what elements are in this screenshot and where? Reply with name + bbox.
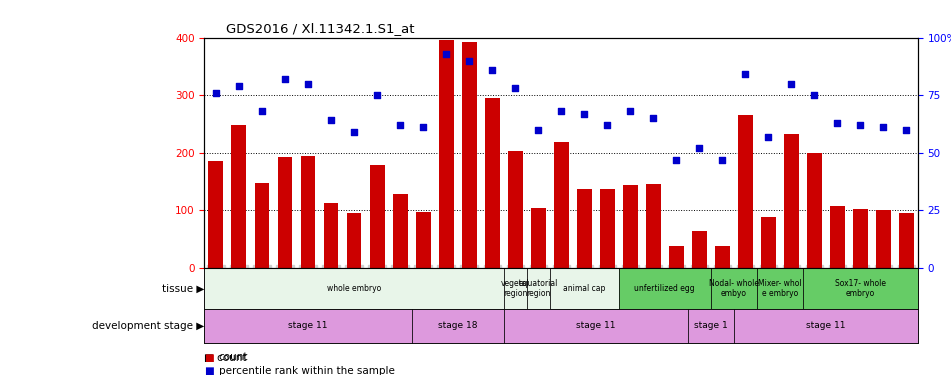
Bar: [301, 156, 316, 268]
Text: ■ count: ■ count: [204, 352, 247, 363]
Bar: [278, 158, 293, 268]
Bar: [688, 309, 733, 343]
Point: [623, 108, 638, 114]
Point: [599, 122, 614, 128]
Text: count: count: [219, 352, 248, 363]
Bar: [208, 161, 223, 268]
Bar: [853, 209, 867, 268]
Text: animal cap: animal cap: [563, 284, 605, 293]
Bar: [412, 309, 504, 343]
Bar: [618, 268, 710, 309]
Bar: [761, 217, 776, 268]
Point: [323, 117, 339, 123]
Text: equatorial
region: equatorial region: [518, 279, 558, 298]
Bar: [370, 165, 384, 268]
Point: [714, 157, 729, 163]
Point: [853, 122, 868, 128]
Bar: [416, 212, 431, 268]
Bar: [733, 309, 918, 343]
Point: [899, 127, 914, 133]
Text: tissue ▶: tissue ▶: [162, 284, 204, 294]
Bar: [553, 142, 569, 268]
Point: [876, 124, 891, 130]
Text: Sox17- whole
embryо: Sox17- whole embryо: [835, 279, 885, 298]
Bar: [508, 151, 522, 268]
Point: [669, 157, 684, 163]
Point: [784, 81, 799, 87]
Text: Nodal- whole
embyo: Nodal- whole embyo: [708, 279, 759, 298]
Bar: [531, 207, 546, 268]
Point: [416, 124, 431, 130]
Point: [208, 90, 223, 96]
Bar: [231, 125, 246, 268]
Point: [508, 85, 523, 91]
Text: GDS2016 / Xl.11342.1.S1_at: GDS2016 / Xl.11342.1.S1_at: [226, 22, 415, 35]
Bar: [806, 153, 822, 268]
Point: [393, 122, 408, 128]
Bar: [576, 189, 592, 268]
Point: [761, 134, 776, 140]
Bar: [738, 115, 752, 268]
Point: [301, 81, 316, 87]
Bar: [504, 309, 688, 343]
Point: [646, 115, 661, 121]
Bar: [550, 268, 618, 309]
Bar: [438, 40, 454, 268]
Bar: [646, 184, 661, 268]
Bar: [461, 42, 476, 268]
Bar: [485, 98, 499, 268]
Text: stage 18: stage 18: [437, 321, 477, 330]
Text: development stage ▶: development stage ▶: [92, 321, 204, 331]
Bar: [255, 183, 269, 268]
Point: [231, 83, 246, 89]
Bar: [393, 194, 408, 268]
Text: Mixer- whol
e embryo: Mixer- whol e embryo: [758, 279, 802, 298]
Bar: [691, 231, 707, 268]
Point: [346, 129, 361, 135]
Bar: [323, 204, 339, 268]
Bar: [669, 246, 684, 268]
Bar: [714, 246, 729, 268]
Point: [576, 111, 592, 117]
Bar: [600, 189, 614, 268]
Bar: [504, 268, 527, 309]
Bar: [803, 268, 918, 309]
Bar: [204, 309, 412, 343]
Point: [438, 51, 454, 57]
Point: [553, 108, 569, 114]
Text: vegetal
region: vegetal region: [500, 279, 530, 298]
Text: unfertilized egg: unfertilized egg: [634, 284, 695, 293]
Bar: [710, 268, 757, 309]
Bar: [757, 268, 803, 309]
Point: [369, 92, 384, 98]
Text: whole embryo: whole embryo: [327, 284, 381, 293]
Bar: [527, 268, 550, 309]
Point: [829, 120, 844, 126]
Point: [806, 92, 822, 98]
Bar: [829, 206, 844, 268]
Point: [691, 145, 707, 151]
Text: stage 11: stage 11: [576, 321, 615, 330]
Text: ■: ■: [204, 352, 214, 363]
Bar: [346, 213, 361, 268]
Bar: [204, 268, 504, 309]
Point: [484, 67, 499, 73]
Text: stage 1: stage 1: [694, 321, 728, 330]
Bar: [623, 185, 637, 268]
Point: [738, 71, 753, 77]
Point: [254, 108, 269, 114]
Point: [531, 127, 546, 133]
Text: stage 11: stage 11: [288, 321, 328, 330]
Bar: [899, 213, 914, 268]
Bar: [876, 210, 891, 268]
Bar: [784, 134, 799, 268]
Text: percentile rank within the sample: percentile rank within the sample: [219, 366, 395, 375]
Point: [278, 76, 293, 82]
Text: stage 11: stage 11: [805, 321, 845, 330]
Point: [461, 57, 476, 63]
Text: ■: ■: [204, 366, 214, 375]
